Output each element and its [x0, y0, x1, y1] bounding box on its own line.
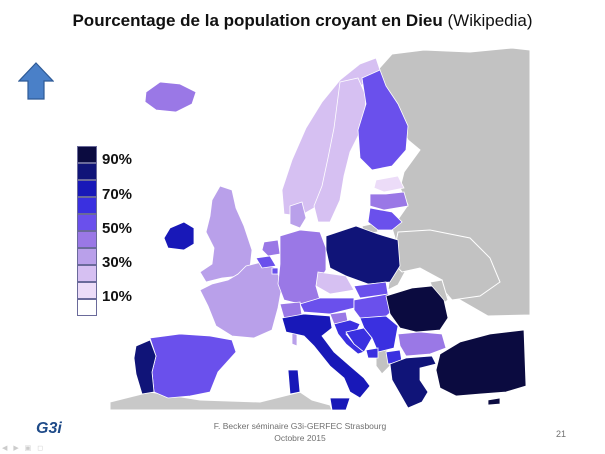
uk-region	[199, 185, 253, 283]
denmark-region	[289, 201, 307, 229]
title-source: (Wikipedia)	[447, 11, 533, 30]
legend-swatch	[77, 146, 97, 163]
footer-credit: F. Becker séminaire G3i-GERFEC Strasbour…	[205, 420, 395, 444]
legend-swatch	[77, 197, 97, 214]
iceland-region	[144, 81, 197, 113]
legend-swatch	[77, 180, 97, 197]
g3i-logo: G3i	[36, 420, 62, 437]
latvia-region	[369, 191, 409, 211]
montenegro-region	[365, 347, 379, 359]
legend-label: 50%	[102, 220, 133, 237]
poland-region	[325, 225, 401, 285]
netherlands-region	[261, 239, 281, 257]
legend-swatch	[77, 248, 97, 265]
legend-swatch	[77, 299, 97, 316]
footer-line-1: F. Becker séminaire G3i-GERFEC Strasbour…	[213, 421, 387, 431]
page-title: Pourcentage de la population croyant en …	[0, 11, 605, 31]
legend-label: 90%	[102, 151, 133, 168]
belarus-ukraine-region	[391, 229, 501, 301]
ireland-region	[163, 221, 195, 251]
lithuania-region	[367, 207, 403, 231]
serbia-region	[359, 315, 399, 353]
slide-nav-icon[interactable]: ◀ ▶ ▣ ◻	[2, 445, 46, 452]
romania-region	[385, 285, 449, 333]
turkey-region	[435, 329, 527, 397]
estonia-region	[373, 175, 405, 193]
finland-region	[357, 69, 409, 171]
belgium-region	[255, 255, 277, 269]
italy-region	[281, 313, 371, 399]
spain-region	[149, 333, 237, 399]
czech-region	[315, 271, 355, 295]
germany-region	[277, 229, 327, 305]
legend-swatch	[77, 265, 97, 282]
luxembourg-region	[271, 267, 279, 275]
legend-label: 10%	[102, 288, 133, 305]
portugal-region	[133, 339, 157, 395]
title-bold: Pourcentage de la population croyant en …	[72, 11, 443, 30]
up-arrow-icon[interactable]	[18, 62, 54, 100]
sicily-region	[329, 397, 351, 410]
legend-label: 30%	[102, 254, 133, 271]
legend-swatch	[77, 282, 97, 299]
greece-region	[389, 355, 437, 409]
bosnia-region	[345, 327, 373, 353]
legend-label: 70%	[102, 186, 133, 203]
cyprus-region	[487, 397, 501, 406]
legend-swatch	[77, 214, 97, 231]
footer-line-2: Octobre 2015	[274, 433, 326, 443]
north-africa-region	[110, 391, 333, 410]
bulgaria-region	[397, 331, 447, 357]
europe-map	[110, 48, 530, 410]
sardinia-region	[287, 369, 301, 395]
legend-swatch	[77, 163, 97, 180]
legend-swatch	[77, 231, 97, 248]
page-number: 21	[556, 429, 567, 439]
